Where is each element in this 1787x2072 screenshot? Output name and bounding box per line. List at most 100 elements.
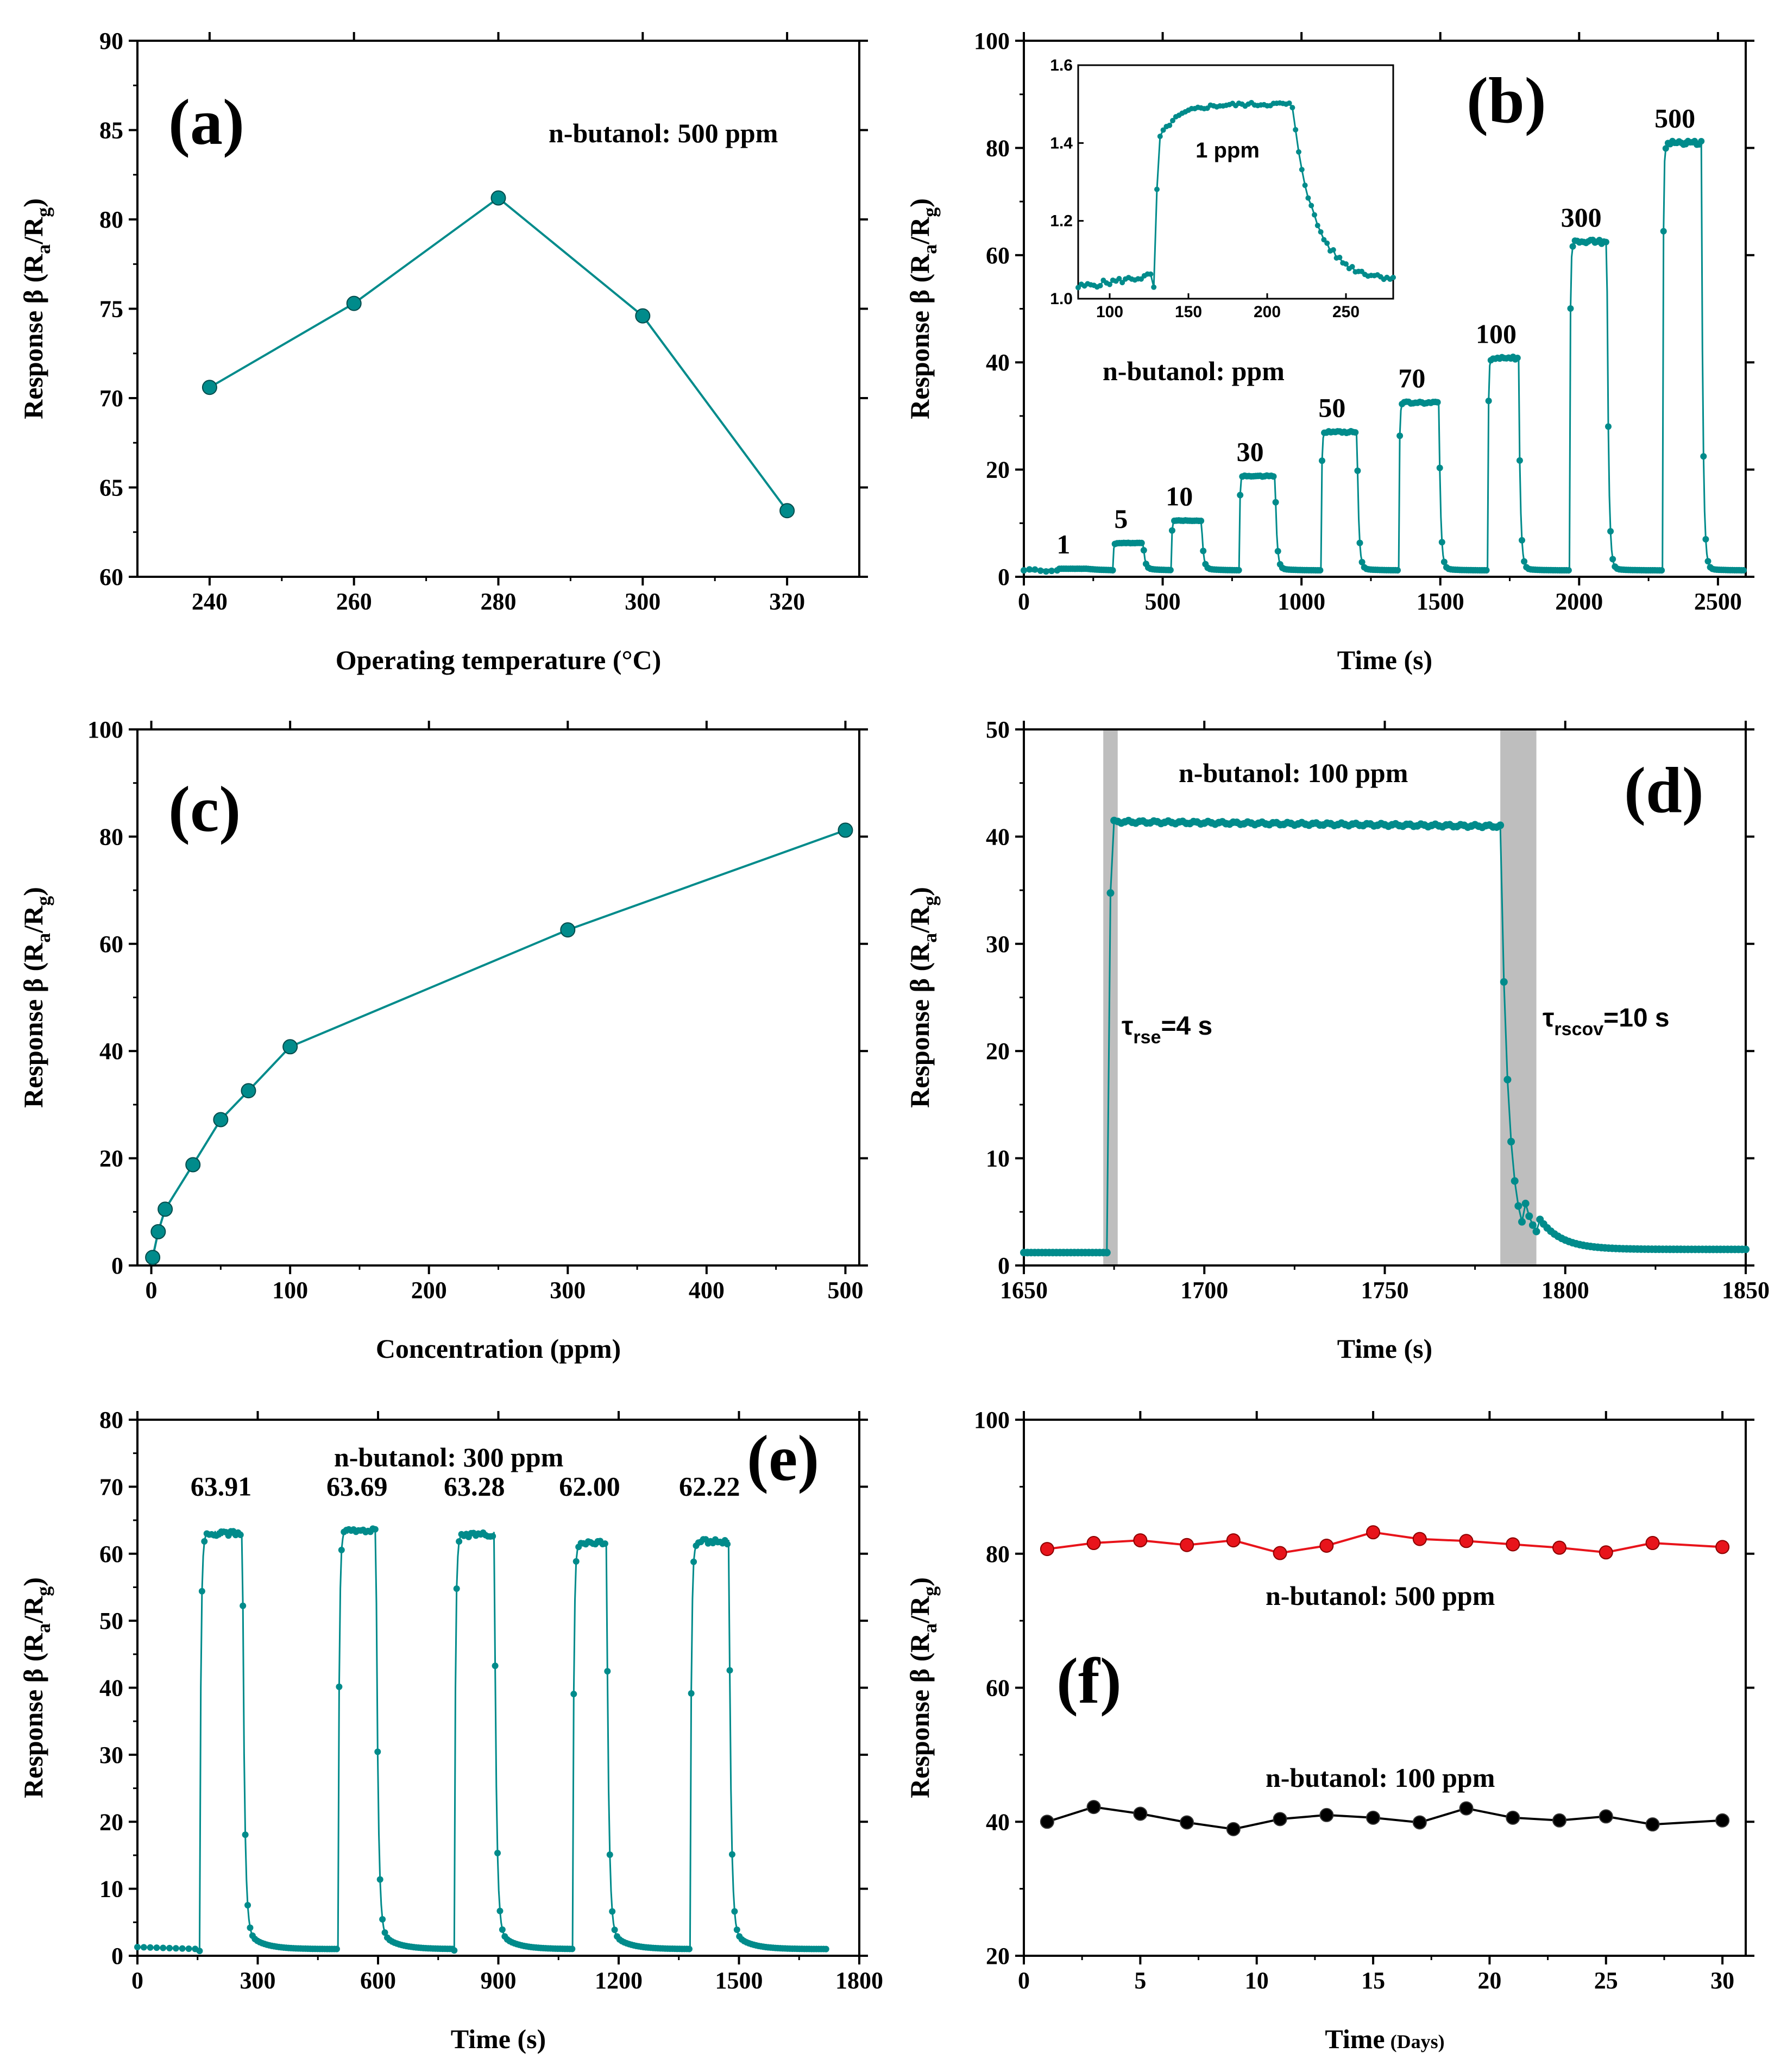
data-point-e — [336, 1683, 343, 1690]
data-point-f — [1552, 1813, 1567, 1828]
x-tick-label: 300 — [625, 588, 660, 615]
x-tick-label: 500 — [827, 1277, 863, 1303]
panel-d: 1650 1700 1750 1800 1850 0 10 20 30 40 50 Response … — [904, 716, 1770, 1364]
data-point-d — [1507, 1138, 1515, 1145]
data-point-d — [1500, 978, 1508, 986]
data-point-f — [1133, 1806, 1148, 1821]
data-point-e — [381, 1929, 388, 1936]
data-point-e — [606, 1851, 613, 1858]
data-point-b — [1037, 567, 1044, 574]
data-point-e — [453, 1585, 460, 1592]
x-tick-label: 1700 — [1180, 1277, 1228, 1303]
x-tick-label: 0 — [131, 1967, 143, 1994]
x-tick-label: 30 — [1710, 1967, 1734, 1994]
data-point-a — [202, 380, 217, 395]
y-axis-label-part: /R — [904, 1596, 935, 1624]
y-tick-label: 50 — [986, 716, 1010, 743]
x-tick-label: 0 — [146, 1277, 158, 1303]
y-tick-label: 100 — [87, 716, 123, 743]
series-label-100ppm: n-butanol: 100 ppm — [1266, 1762, 1495, 1793]
data-point-f — [1366, 1525, 1381, 1540]
y-tick-label: 70 — [99, 385, 123, 412]
pulse-label-b: 500 — [1654, 103, 1695, 134]
x-tick-label: 2500 — [1694, 588, 1742, 615]
panel-letter-c: (c) — [168, 773, 241, 845]
y-axis-label-part: Response β (R — [18, 1633, 48, 1798]
data-point-f — [1599, 1809, 1613, 1824]
y-tick-label: 60 — [99, 931, 123, 958]
y-tick-label: 20 — [986, 1038, 1010, 1065]
inset-data-point — [1157, 134, 1163, 140]
x-tick-label: 1800 — [835, 1967, 883, 1994]
recovery-shade — [1500, 729, 1537, 1265]
pulse-label-b: 10 — [1166, 481, 1193, 511]
data-point-b — [1519, 537, 1526, 544]
data-point-b — [1270, 473, 1277, 480]
data-point-e — [166, 1944, 173, 1951]
inset-data-point — [1167, 122, 1173, 128]
x-tick-label: 1500 — [1417, 588, 1464, 615]
data-point-f — [1459, 1534, 1474, 1548]
data-point-f — [1412, 1815, 1427, 1830]
data-point-c — [213, 1112, 229, 1128]
series-line-a — [209, 197, 788, 512]
data-point-e — [198, 1588, 205, 1595]
data-point-b — [1702, 536, 1709, 543]
y-tick-label: 20 — [986, 1943, 1010, 1969]
data-point-e — [570, 1691, 577, 1698]
y-axis-label-part: a — [33, 1623, 54, 1633]
data-point-d — [1496, 821, 1505, 829]
panel-f: 0 5 10 15 20 25 30 20 40 60 80 100 Response β (Ra/Rg… — [904, 1407, 1754, 2054]
data-point-f — [1086, 1536, 1101, 1551]
x-axis-label-main: Time (s) — [1337, 645, 1432, 675]
data-point-b — [1026, 566, 1033, 573]
x-axis-label: Time (s) — [451, 2024, 546, 2054]
axes-frame — [136, 728, 860, 1267]
y-tick-label: 50 — [99, 1608, 123, 1634]
inset-data-point — [1318, 229, 1324, 235]
data-point-e — [690, 1558, 697, 1565]
panel-e: 0 300 600 900 1200 1500 1800 0 10 20 30 40 50 60 70 80 R… — [18, 1407, 883, 2054]
y-axis-label-part: g — [33, 1586, 54, 1596]
data-point-f — [1319, 1538, 1334, 1553]
data-point-c — [145, 1250, 161, 1265]
data-point-b — [1436, 464, 1443, 471]
data-point-b — [1272, 499, 1279, 506]
data-point-f — [1599, 1545, 1613, 1560]
y-axis-label-part: ) — [904, 887, 935, 896]
x-tick-label: 2000 — [1555, 588, 1603, 615]
y-tick-label: 40 — [99, 1675, 123, 1702]
data-point-b — [1356, 539, 1363, 546]
data-point-b — [1567, 305, 1574, 312]
data-point-b — [1514, 354, 1521, 361]
data-point-f — [1180, 1538, 1194, 1552]
data-point-b — [1602, 238, 1609, 245]
data-point-e — [601, 1540, 608, 1547]
y-tick-label: 20 — [99, 1809, 123, 1835]
inset-y-tick-label: 1.2 — [1050, 212, 1073, 230]
data-point-e — [172, 1945, 179, 1952]
pulse-value-label-e: 62.00 — [559, 1471, 620, 1501]
data-point-e — [201, 1538, 208, 1545]
data-point-b — [1704, 558, 1712, 565]
data-point-e — [240, 1602, 247, 1609]
data-point-f — [1366, 1810, 1381, 1825]
data-point-e — [244, 1901, 251, 1909]
x-tick-label: 1200 — [595, 1967, 643, 1994]
y-tick-label: 40 — [986, 349, 1010, 376]
inset-b: 100 150 200 250 1.0 1.2 1.4 1.6 1 ppm — [1050, 56, 1396, 321]
data-point-b — [1521, 558, 1528, 565]
annotation-b: n-butanol: ppm — [1103, 356, 1285, 386]
data-point-b — [1396, 432, 1404, 439]
inset-x-tick-label: 150 — [1175, 303, 1202, 321]
data-point-b — [1168, 527, 1175, 534]
tau-value: =4 s — [1161, 1012, 1212, 1041]
pulse-label-b: 70 — [1398, 363, 1425, 393]
data-point-e — [147, 1944, 154, 1951]
inset-data-point — [1302, 182, 1308, 188]
data-point-b — [1604, 423, 1612, 430]
data-point-b — [1200, 547, 1207, 555]
series-label-500ppm: n-butanol: 500 ppm — [1266, 1580, 1495, 1611]
y-tick-label: 100 — [974, 28, 1010, 54]
data-point-e — [611, 1926, 618, 1934]
